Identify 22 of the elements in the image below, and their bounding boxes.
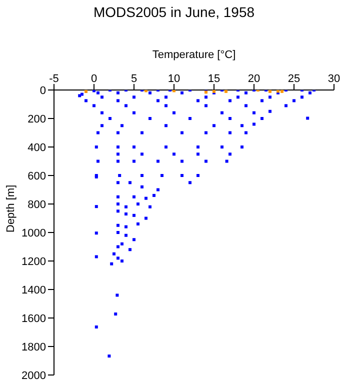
y-tick-label: 400 <box>28 142 46 154</box>
y-tick-label: 600 <box>28 170 46 182</box>
x-axis-title: Temperature [°C] <box>152 48 236 61</box>
x-tick-label: 20 <box>248 73 260 85</box>
x-tick-label: 0 <box>90 73 98 85</box>
x-tick-label: -5 <box>49 73 59 85</box>
x-tick-label: 30 <box>328 73 340 85</box>
y-tick-label: 1800 <box>22 341 46 354</box>
y-tick-label: 2000 <box>22 370 46 382</box>
x-tick-label: 10 <box>168 73 180 85</box>
y-tick-label: 0 <box>40 84 46 97</box>
y-tick-label: 1000 <box>22 227 46 240</box>
y-tick-label: 1400 <box>22 284 46 296</box>
x-tick-label: 25 <box>288 73 300 85</box>
y-tick-label: 200 <box>28 113 46 126</box>
y-axis-title: Depth [m] <box>4 184 17 232</box>
x-tick-label: 5 <box>130 73 138 85</box>
y-tick-label: 1600 <box>22 312 46 325</box>
y-tick-label: 800 <box>28 198 46 211</box>
y-tick-label: 1200 <box>22 256 46 268</box>
x-tick-label: 15 <box>208 73 220 85</box>
chart-title: MODS2005 in June, 1958 <box>92 4 256 20</box>
